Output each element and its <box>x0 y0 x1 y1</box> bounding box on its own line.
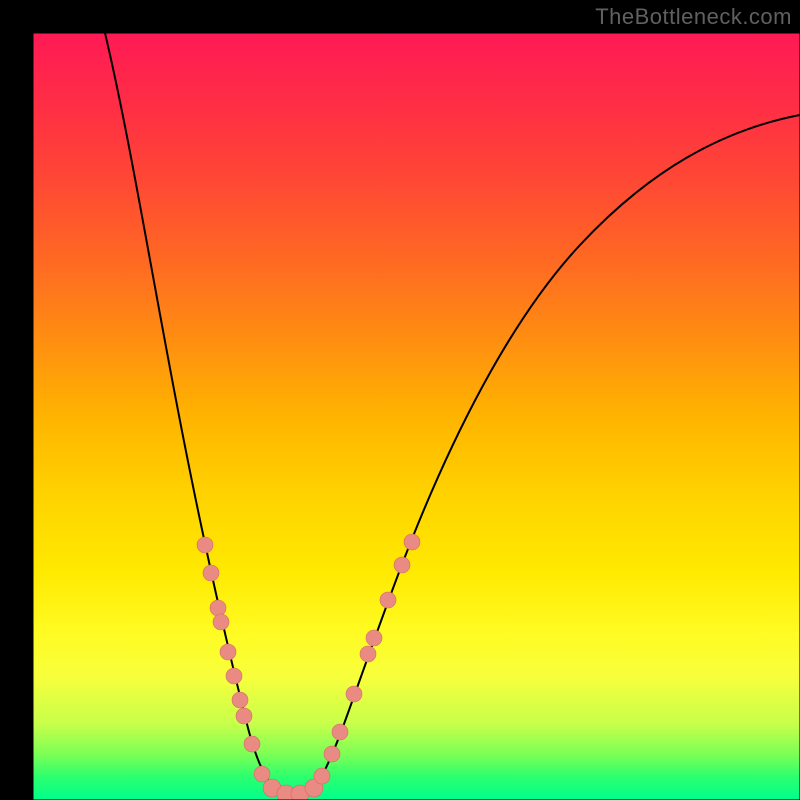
curve-marker <box>244 736 260 752</box>
curve-marker <box>236 708 252 724</box>
watermark-text: TheBottleneck.com <box>595 4 792 30</box>
curve-marker <box>380 592 396 608</box>
plot-background-gradient <box>33 33 800 800</box>
curve-marker <box>213 614 229 630</box>
plot-area <box>33 33 800 800</box>
bottleneck-chart <box>0 0 800 800</box>
curve-marker <box>226 668 242 684</box>
curve-marker <box>254 766 270 782</box>
curve-marker <box>332 724 348 740</box>
chart-wrapper: TheBottleneck.com <box>0 0 800 800</box>
curve-marker <box>404 534 420 550</box>
curve-marker <box>394 557 410 573</box>
curve-marker <box>324 746 340 762</box>
curve-marker <box>220 644 236 660</box>
curve-marker <box>360 646 376 662</box>
curve-marker <box>314 768 330 784</box>
curve-marker <box>203 565 219 581</box>
curve-marker <box>197 537 213 553</box>
curve-marker <box>346 686 362 702</box>
curve-marker <box>210 600 226 616</box>
curve-marker <box>232 692 248 708</box>
curve-marker <box>366 630 382 646</box>
